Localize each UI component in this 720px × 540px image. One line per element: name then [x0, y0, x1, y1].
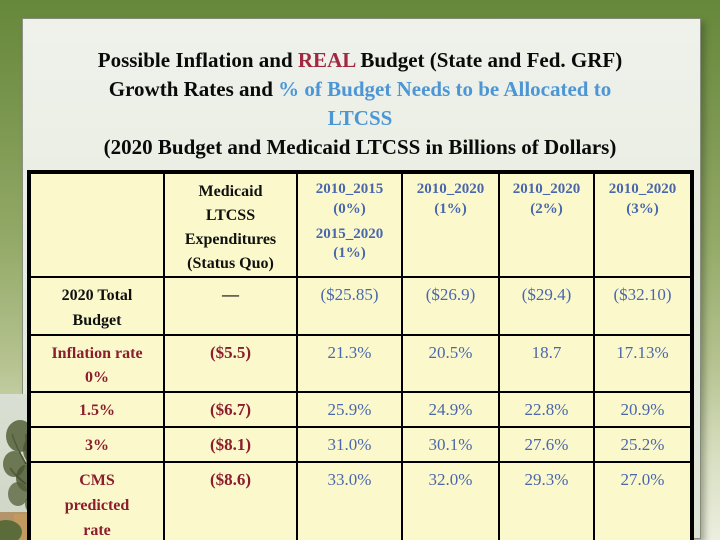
- row-label-cell: 2020 Total Budget: [28, 276, 165, 336]
- value-cell: 30.1%: [401, 426, 500, 464]
- value-cell: ($29.4): [498, 276, 595, 336]
- header-line: 2015_2020: [315, 225, 384, 242]
- title-text-blue: % of Budget Needs to be Allocated to: [278, 76, 612, 101]
- corner-cell: [28, 171, 165, 278]
- column-header-medicaid-ltcss: Medicaid LTCSS Expenditures (Status Quo): [163, 171, 298, 278]
- header-line: 2010_2020: [416, 181, 485, 197]
- value-cell: 22.8%: [498, 391, 595, 429]
- title-line-4: (2020 Budget and Medicaid LTCSS in Billi…: [103, 134, 617, 159]
- value-cell: 18.7: [498, 333, 595, 394]
- value-cell: 25.2%: [593, 426, 693, 464]
- header-line: LTCSS: [205, 207, 256, 224]
- header-line: (1%): [434, 200, 467, 217]
- row-label-line: 2020 Total: [61, 287, 133, 304]
- row-label-line: 1.5%: [79, 402, 115, 420]
- header-line: (Status Quo): [187, 255, 274, 272]
- value-cell: 24.9%: [401, 391, 500, 429]
- header-line: 2010_2020: [608, 181, 677, 197]
- table-row-cms-predicted-rate: CMS predicted rate ($8.6) 33.0% 32.0% 29…: [28, 461, 693, 540]
- row-label-line: CMS: [79, 472, 115, 490]
- header-line: Medicaid: [198, 183, 263, 200]
- value-cell: 27.6%: [498, 426, 595, 464]
- row-label-cell: 3%: [28, 426, 165, 464]
- value-cell: 32.0%: [401, 461, 500, 540]
- expenditure-cell: —: [163, 276, 298, 336]
- column-header-2010-2020-1pct: 2010_2020 (1%): [401, 171, 500, 278]
- slide-title: Possible Inflation and REAL Budget (Stat…: [40, 46, 680, 162]
- row-label-cell: Inflation rate 0%: [28, 333, 165, 394]
- title-text: Possible Inflation and: [97, 48, 298, 72]
- value-cell: 20.9%: [593, 391, 693, 429]
- title-line-3: LTCSS: [327, 105, 393, 130]
- title-text: Budget (State and Fed. GRF): [355, 48, 623, 72]
- budget-table: Medicaid LTCSS Expenditures (Status Quo)…: [27, 170, 694, 540]
- expenditure-cell: ($6.7): [163, 391, 298, 429]
- header-line: 2010_2020: [512, 181, 581, 197]
- value-cell: 25.9%: [296, 391, 403, 429]
- row-label-line: 0%: [85, 369, 109, 387]
- row-label-line: predicted: [64, 496, 130, 514]
- header-line: (3%): [626, 200, 659, 217]
- column-header-2010-2020-3pct: 2010_2020 (3%): [593, 171, 693, 278]
- row-label-line: Budget: [72, 311, 122, 329]
- value-cell: 17.13%: [593, 333, 693, 394]
- expenditure-cell: ($5.5): [163, 333, 298, 394]
- table-row-1-5pct: 1.5% ($6.7) 25.9% 24.9% 22.8% 20.9%: [28, 391, 693, 429]
- value-cell: 27.0%: [593, 461, 693, 540]
- title-text-real: REAL: [297, 48, 356, 72]
- header-line: (0%): [333, 200, 366, 217]
- title-text: Growth Rates and: [108, 76, 279, 101]
- value-cell: 33.0%: [296, 461, 403, 540]
- value-cell: 20.5%: [401, 333, 500, 394]
- value-cell: 31.0%: [296, 426, 403, 464]
- row-label-line: rate: [83, 521, 111, 539]
- column-header-2010-2015: 2010_2015 (0%) 2015_2020 (1%): [296, 171, 403, 278]
- value-cell: ($26.9): [401, 276, 500, 336]
- row-label-line: Inflation rate: [51, 344, 143, 362]
- table-row-inflation-0pct: Inflation rate 0% ($5.5) 21.3% 20.5% 18.…: [28, 333, 693, 394]
- title-line-2: Growth Rates and % of Budget Needs to be…: [40, 75, 680, 104]
- title-line-1: Possible Inflation and REAL Budget (Stat…: [40, 46, 680, 75]
- value-cell: ($32.10): [593, 276, 693, 336]
- header-line: (1%): [333, 245, 366, 262]
- row-label-cell: CMS predicted rate: [28, 461, 165, 540]
- value-cell: 21.3%: [296, 333, 403, 394]
- column-header-2010-2020-2pct: 2010_2020 (2%): [498, 171, 595, 278]
- header-line: Expenditures: [184, 231, 277, 248]
- header-line: 2010_2015: [315, 181, 384, 197]
- expenditure-cell: ($8.6): [163, 461, 298, 540]
- row-label-cell: 1.5%: [28, 391, 165, 429]
- header-line: (2%): [530, 200, 563, 217]
- expenditure-cell: ($8.1): [163, 426, 298, 464]
- table-row-3pct: 3% ($8.1) 31.0% 30.1% 27.6% 25.2%: [28, 426, 693, 464]
- table-row-2020-total-budget: 2020 Total Budget — ($25.85) ($26.9) ($2…: [28, 276, 693, 336]
- table-header-row: Medicaid LTCSS Expenditures (Status Quo)…: [28, 171, 693, 278]
- value-cell: 29.3%: [498, 461, 595, 540]
- value-cell: ($25.85): [296, 276, 403, 336]
- row-label-line: 3%: [85, 437, 109, 455]
